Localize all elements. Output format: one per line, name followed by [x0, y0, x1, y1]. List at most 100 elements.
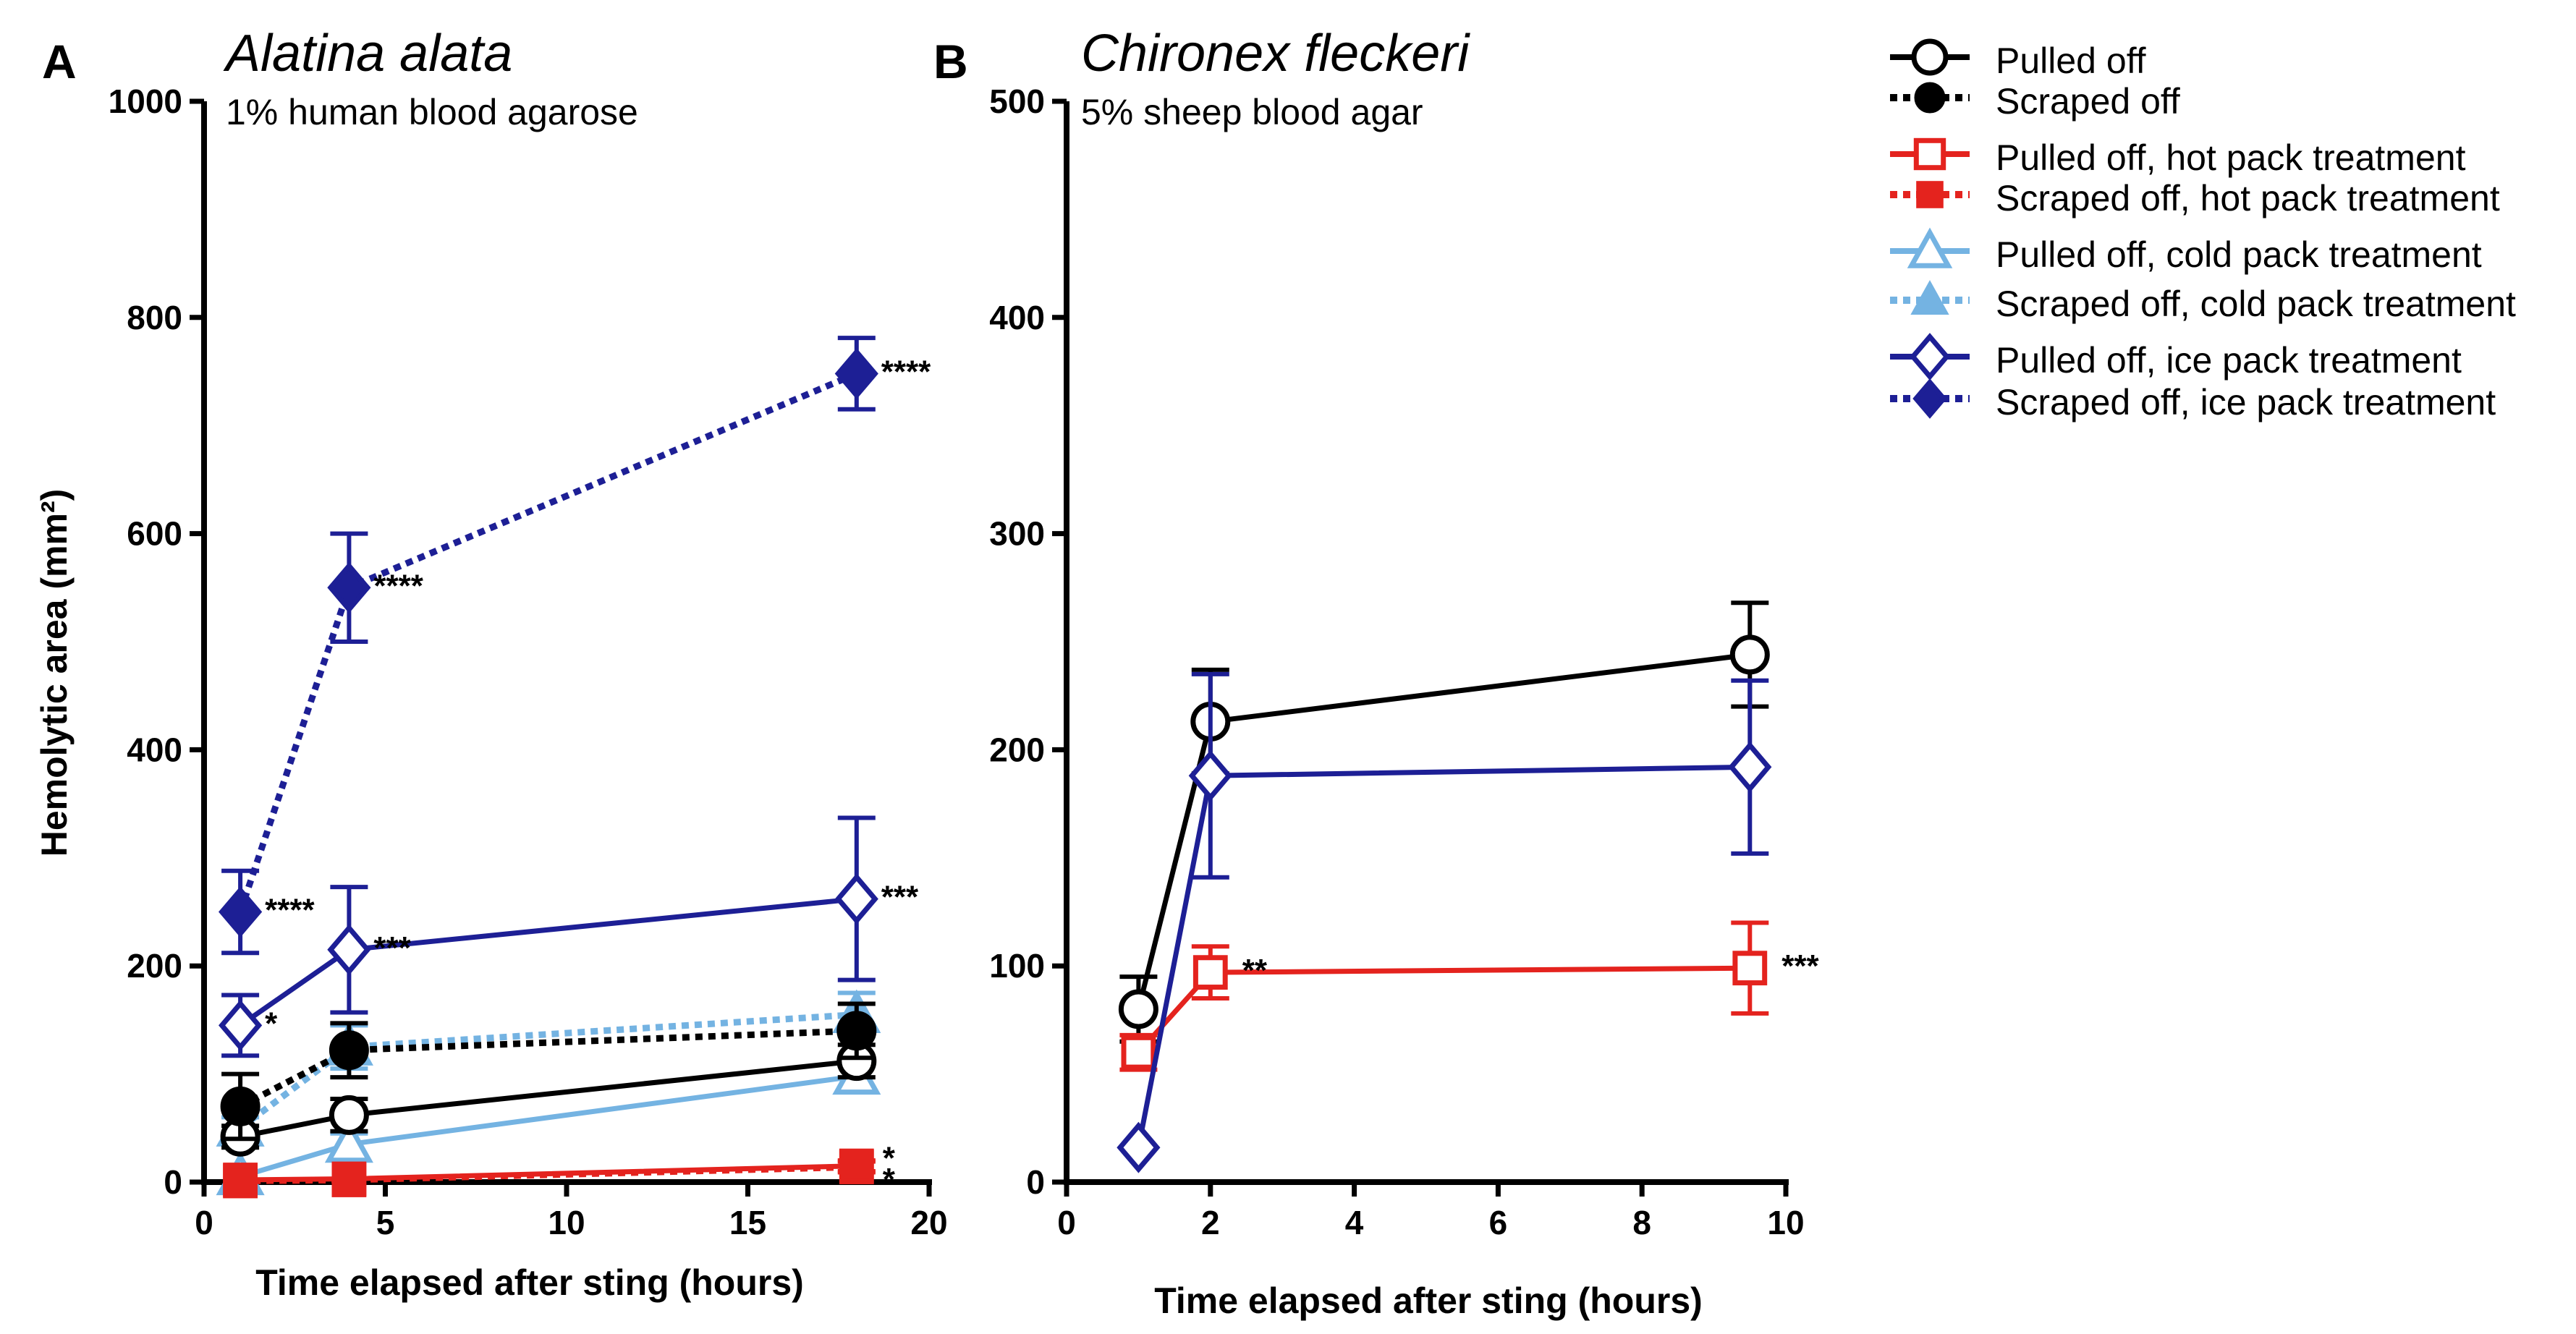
- panel-a-data-point: [220, 1086, 260, 1126]
- legend-label: Scraped off: [1996, 81, 2180, 122]
- panel-b-x-tick-label: 6: [1489, 1204, 1508, 1241]
- legend-item: Scraped off, hot pack treatment: [1890, 178, 2500, 218]
- panel-a-data-point: [219, 886, 263, 938]
- panel-a-significance-label: ****: [373, 568, 423, 603]
- panel-b-x-tick-label: 0: [1057, 1204, 1076, 1241]
- panel-a-xlabel: Time elapsed after sting (hours): [255, 1262, 804, 1303]
- panel-a-data-point: [329, 1095, 369, 1135]
- panel-a-x-tick-label: 15: [729, 1204, 766, 1241]
- legend-label: Scraped off, cold pack treatment: [1996, 284, 2516, 324]
- legend-label: Pulled off: [1996, 41, 2146, 81]
- panel-a-subtitle: 1% human blood agarose: [226, 92, 638, 132]
- panel-b-xlabel: Time elapsed after sting (hours): [1154, 1280, 1703, 1321]
- panel-a-series-scraped-off-hot-pack-treatment: [223, 1150, 876, 1199]
- legend-symbol-pulled-off-ice: [1890, 333, 1970, 381]
- panel-b-x-tick-label: 8: [1632, 1204, 1651, 1241]
- panel-b-y-tick-label: 400: [989, 299, 1045, 336]
- panel-a-title: Alatina alata: [223, 25, 512, 82]
- panel-a-data-point: [834, 348, 878, 399]
- panel-b-significance-label: **: [1242, 953, 1268, 988]
- panel-a-y-tick-label: 0: [164, 1163, 182, 1201]
- panel-a-x-tick-label: 0: [195, 1204, 213, 1241]
- legend-marker: [1910, 333, 1950, 381]
- panel-a-data-point: [331, 1163, 367, 1197]
- panel-a-ylabel: Hemolytic area (mm²): [34, 489, 75, 857]
- legend-marker: [1913, 137, 1946, 171]
- panel-a-data-point: [839, 1150, 874, 1184]
- panel-a-significance-label: *: [883, 1141, 896, 1176]
- legend: Pulled off Scraped off Pulled off, hot p…: [1890, 38, 2516, 422]
- legend-symbol-scraped-off: [1890, 82, 1970, 114]
- panel-b: B Chironex fleckeri 5% sheep blood agar …: [933, 25, 1820, 1321]
- panel-a-significance-label: *: [265, 1006, 278, 1041]
- legend-marker: [1910, 280, 1949, 315]
- legend-symbol-pulled-off-cold: [1890, 227, 1970, 268]
- panel-b-y-tick-label: 200: [989, 731, 1045, 768]
- panel-b-y-tick-label: 100: [989, 947, 1045, 985]
- legend-item: Scraped off, ice pack treatment: [1890, 378, 2496, 422]
- panel-a-significance-label: ****: [265, 893, 315, 928]
- panel-a-data-point: [223, 1163, 258, 1199]
- panel-b-y-tick-label: 500: [989, 82, 1045, 120]
- panel-a-x-tick-label: 10: [548, 1204, 585, 1241]
- panel-b-data-point: [1188, 749, 1232, 802]
- panel-b-title: Chironex fleckeri: [1081, 25, 1470, 82]
- legend-item: Scraped off: [1890, 81, 2180, 122]
- legend-label: Scraped off, ice pack treatment: [1996, 382, 2496, 422]
- legend-item: Scraped off, cold pack treatment: [1890, 280, 2516, 324]
- panel-b-data-point: [1118, 989, 1158, 1029]
- panel-a-data-point: [219, 999, 263, 1051]
- panel-b-label: B: [933, 35, 968, 88]
- panel-a-series-scraped-off-ice-pack-treatment: [219, 336, 878, 956]
- panel-a-x-tick-label: 20: [910, 1204, 947, 1241]
- panel-a-data-point: [327, 924, 371, 976]
- panel-b-data-point: [1732, 951, 1768, 986]
- legend-marker: [1911, 38, 1949, 76]
- panel-a-data-point: [324, 1118, 373, 1163]
- legend-label: Pulled off, cold pack treatment: [1996, 234, 2482, 275]
- panel-a: A Alatina alata 1% human blood agarose H…: [34, 25, 948, 1303]
- panel-b-series-pulled-off-ice-pack-treatment: [1117, 671, 1772, 1173]
- panel-b-data-point: [1729, 634, 1770, 675]
- panel-a-series-pulled-off-ice-pack-treatment: [219, 815, 878, 1058]
- panel-b-x-tick-label: 4: [1345, 1204, 1364, 1241]
- panel-a-significance-label: ***: [373, 930, 411, 966]
- panel-b-data-point: [1192, 955, 1228, 990]
- panel-a-y-tick-label: 600: [127, 515, 182, 553]
- panel-b-data-point: [1117, 1121, 1161, 1173]
- legend-item: Pulled off: [1890, 38, 2146, 81]
- panel-b-series-pulled-off-hot-pack-treatment: [1119, 920, 1769, 1072]
- panel-b-data-point: [1121, 1035, 1156, 1070]
- legend-item: Pulled off, hot pack treatment: [1890, 137, 2466, 178]
- panel-a-data-point: [836, 1011, 877, 1051]
- legend-label: Scraped off, hot pack treatment: [1996, 178, 2500, 218]
- legend-item: Pulled off, cold pack treatment: [1890, 227, 2482, 275]
- panel-b-x-tick-label: 2: [1201, 1204, 1220, 1241]
- panel-b-subtitle: 5% sheep blood agar: [1081, 92, 1423, 132]
- panel-a-data-point: [329, 1030, 369, 1071]
- panel-a-y-tick-label: 200: [127, 947, 182, 985]
- panel-a-significance-label: ***: [881, 880, 919, 915]
- legend-item: Pulled off, ice pack treatment: [1890, 333, 2462, 381]
- legend-symbol-scraped-off-cold: [1890, 280, 1970, 315]
- panel-a-series-scraped-off: [220, 1001, 877, 1142]
- panel-b-y-tick-label: 300: [989, 515, 1045, 553]
- panel-a-y-tick-label: 1000: [109, 82, 182, 120]
- panel-b-x-tick-label: 10: [1767, 1204, 1804, 1241]
- legend-marker: [1914, 82, 1946, 114]
- legend-label: Pulled off, ice pack treatment: [1996, 340, 2462, 381]
- panel-a-x-tick-label: 5: [376, 1204, 395, 1241]
- legend-marker: [1916, 181, 1944, 208]
- panel-a-data-point: [327, 561, 371, 613]
- panel-a-y-tick-label: 400: [127, 731, 182, 768]
- panel-a-label: A: [42, 35, 77, 88]
- legend-marker: [1907, 227, 1953, 268]
- panel-a-significance-label: *: [883, 1162, 896, 1197]
- panel-a-y-tick-label: 800: [127, 299, 182, 336]
- legend-label: Pulled off, hot pack treatment: [1996, 137, 2466, 178]
- legend-symbol-pulled-off-hot: [1890, 137, 1970, 171]
